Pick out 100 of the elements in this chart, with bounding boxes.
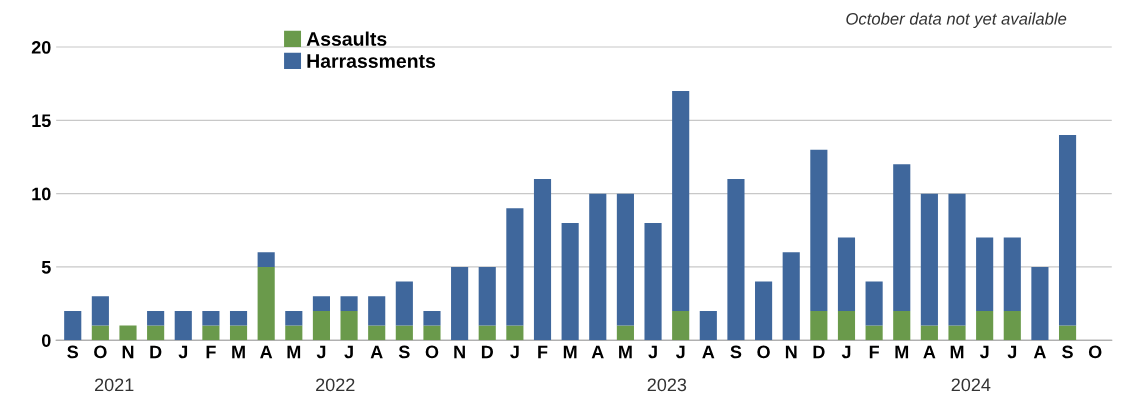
x-tick-label: J [675,345,685,359]
bar [285,325,303,341]
bar [506,208,524,326]
x-tick-label: N [454,345,465,359]
x-tick-label: M [287,345,301,359]
bar [865,325,883,341]
x-tick-label: J [1007,345,1017,359]
bar [147,310,165,326]
x-tick-label: O [1088,345,1102,359]
bar [644,222,662,341]
y-tick-label: 5 [41,261,51,274]
bar [119,325,137,341]
x-tick-label: N [785,345,797,359]
x-tick-label: M [232,345,245,359]
bar [340,296,358,311]
legend-label: Harrassments [307,54,436,68]
bar [478,325,496,341]
bar [229,325,248,341]
x-tick-label: F [206,345,216,359]
text: 2021 [95,378,134,392]
bar [533,178,552,341]
x-tick-label: A [702,345,715,359]
bar [948,193,966,326]
bar [976,237,994,311]
bar [837,237,856,311]
x-tick-label: J [178,345,188,359]
x-tick-label: A [923,345,936,359]
bar [893,164,911,311]
y-tick-label: 20 [31,40,51,54]
x-tick-label: J [344,345,353,359]
x-tick-label: D [481,345,493,359]
legend-label: Assaults [306,31,387,46]
bar [174,310,192,341]
bar [285,310,303,326]
bar [423,310,441,326]
bar [865,281,883,326]
text: 2022 [316,378,355,392]
bar [257,252,275,267]
bar [755,281,773,341]
x-tick-label: S [67,345,79,359]
bar [395,325,413,341]
x-tick-label: S [398,345,410,359]
x-tick-label: M [563,345,577,359]
y-tick-label: 15 [32,114,51,128]
bar [1058,325,1077,341]
x-tick-label: O [757,345,770,359]
text: October data not yet available [846,12,1067,29]
bar [920,325,938,341]
x-tick-label: S [730,345,742,359]
bar [506,325,524,341]
bar [147,325,165,341]
x-tick-label: M [619,345,632,359]
bar [699,310,717,341]
x-tick-label: A [260,345,273,359]
bar [91,325,109,341]
bar [782,252,800,341]
bar [976,310,994,341]
bar [202,310,220,326]
x-tick-label: N [122,345,134,359]
x-tick-label: D [150,345,162,359]
bar [312,310,330,341]
bar [1058,135,1077,326]
x-tick-label: J [510,345,519,359]
bar [202,325,220,341]
x-tick-label: A [1033,345,1046,359]
bar [1031,266,1049,341]
bar [1003,310,1021,341]
y-tick-label: 10 [32,187,51,201]
bar [368,296,386,326]
bar [893,310,911,341]
bar [810,149,828,311]
x-tick-label: D [813,345,825,359]
bar [589,193,607,341]
x-tick-label: O [94,345,107,359]
bar [948,325,966,341]
bar [616,325,634,341]
bar [229,310,248,326]
bar [257,266,275,341]
bar [920,193,938,326]
bar [810,310,828,341]
x-tick-label: A [591,345,604,359]
bar [1003,237,1021,311]
x-tick-label: O [425,345,439,359]
y-tick-label: 0 [41,334,51,347]
x-tick-label: F [538,345,548,359]
bar [91,296,109,326]
bar [423,325,441,341]
x-tick-label: F [869,345,879,359]
bar [672,310,690,341]
x-tick-label: A [370,345,383,359]
bar [727,178,745,341]
x-tick-label: J [979,345,989,359]
x-tick-label: M [950,345,964,359]
bar [561,222,579,341]
bar [451,266,469,341]
bar [368,325,386,341]
text: 2024 [951,378,991,392]
bar [837,310,856,341]
bar [64,310,82,341]
x-tick-label: J [841,345,851,359]
